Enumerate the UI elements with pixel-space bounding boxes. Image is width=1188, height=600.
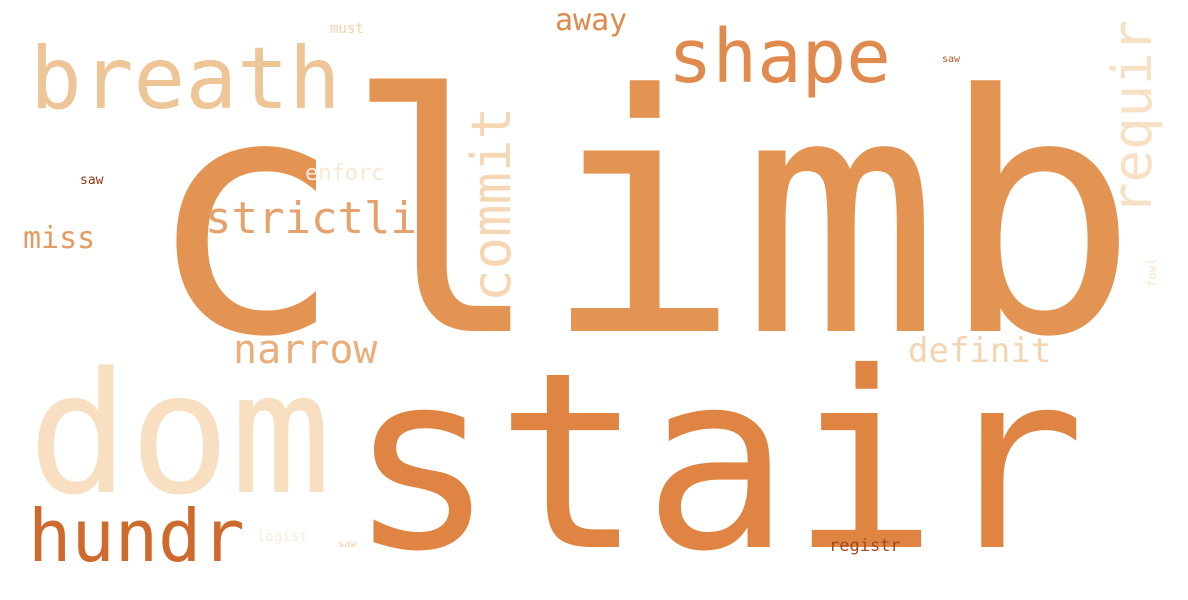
word-enforc: enforc [305,161,385,186]
word-logist: logist [257,529,308,545]
word-saw: saw [942,54,961,65]
word-strictli: strictli [205,193,417,244]
word-hundr: hundr [28,494,245,578]
word-fowl: fowl [1145,258,1159,287]
word-saw: saw [80,173,104,188]
word-climb: climb [145,25,1139,409]
word-breath: breath [30,29,341,129]
word-must: must [330,21,364,37]
word-narrow: narrow [233,327,378,373]
word-requir: requir [1101,19,1164,215]
word-miss: miss [23,221,96,256]
word-saw: saw [338,539,357,550]
word-commit: commit [460,106,523,302]
word-dom: dom [28,336,332,532]
word-away: away [555,3,628,38]
word-shape: shape [668,14,891,100]
word-stair: stair [348,320,1086,600]
word-definit: definit [908,331,1052,371]
word-registr: registr [829,536,901,556]
